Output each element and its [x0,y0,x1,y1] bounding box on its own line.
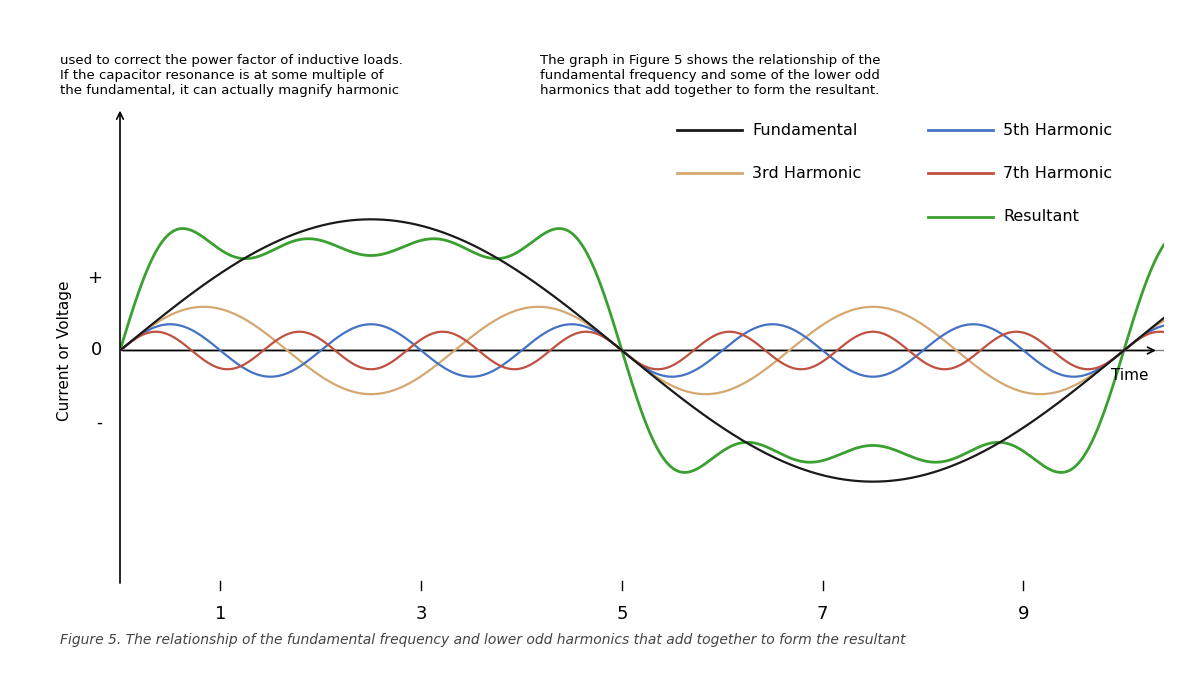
Text: Current or Voltage: Current or Voltage [58,280,72,421]
Text: Figure 5. The relationship of the fundamental frequency and lower odd harmonics : Figure 5. The relationship of the fundam… [60,633,906,647]
Text: 9: 9 [1018,605,1030,623]
Text: Fundamental: Fundamental [752,123,858,137]
Text: Time: Time [1111,367,1148,383]
Text: 3: 3 [415,605,427,623]
Text: 5: 5 [616,605,628,623]
Text: 3rd Harmonic: 3rd Harmonic [752,166,862,181]
Text: The graph in Figure 5 shows the relationship of the
fundamental frequency and so: The graph in Figure 5 shows the relation… [540,54,881,97]
Text: 7: 7 [817,605,828,623]
Text: 0: 0 [91,342,102,359]
Text: 1: 1 [215,605,226,623]
Text: used to correct the power factor of inductive loads.
If the capacitor resonance : used to correct the power factor of indu… [60,54,403,97]
Text: 5th Harmonic: 5th Harmonic [1003,123,1112,137]
Text: Resultant: Resultant [1003,209,1079,224]
Text: 7th Harmonic: 7th Harmonic [1003,166,1112,181]
Text: +: + [86,270,102,287]
Text: -: - [96,414,102,431]
